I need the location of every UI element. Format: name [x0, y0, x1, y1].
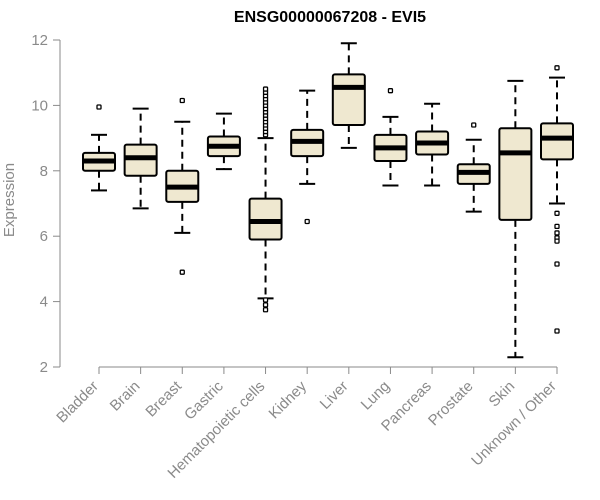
box-kidney — [290, 89, 325, 225]
outlier-point — [304, 218, 310, 225]
outlier-point — [554, 328, 560, 334]
x-tick-label: Bladder — [53, 378, 102, 427]
x-tick-label: Breast — [142, 377, 185, 420]
outlier-point — [554, 210, 560, 216]
y-axis-label: Expression — [1, 163, 18, 237]
x-tick-label: Skin — [486, 378, 519, 411]
y-tick-label: 8 — [40, 163, 48, 180]
outlier-point — [387, 88, 394, 94]
box-bladder — [82, 104, 116, 192]
outlier-point — [179, 269, 185, 275]
y-tick-label: 12 — [31, 32, 48, 49]
box-hematopoietic-cells — [248, 86, 283, 313]
outlier-point — [554, 261, 560, 267]
x-tick-label: Liver — [317, 378, 352, 413]
box-unknown-other — [540, 65, 574, 334]
box-brain — [123, 107, 158, 210]
outlier-point — [554, 65, 560, 71]
box-skin — [498, 79, 533, 359]
box-iqr — [498, 127, 533, 221]
y-axis: 2 4 6 8 10 12 — [31, 32, 61, 376]
box-iqr — [331, 73, 366, 127]
y-tick-label: 10 — [31, 97, 48, 114]
outlier-point — [262, 297, 269, 303]
outlier-point — [554, 230, 560, 236]
box-liver — [331, 42, 366, 149]
outlier-point — [471, 122, 477, 128]
outlier-point — [554, 238, 560, 244]
box-iqr — [540, 122, 574, 161]
box-pancreas — [415, 102, 450, 187]
x-tick-label: Lung — [358, 378, 394, 414]
x-tick-label: Kidney — [266, 377, 311, 422]
box-prostate — [456, 122, 491, 213]
y-tick-label: 2 — [40, 359, 48, 376]
box-gastric — [206, 112, 241, 171]
chart-title: ENSG00000067208 - EVI5 — [234, 9, 426, 26]
outlier-point — [262, 302, 269, 308]
outlier-point — [262, 86, 269, 92]
x-tick-label: Prostate — [425, 378, 477, 430]
outlier-point — [262, 307, 269, 313]
outlier-point — [179, 97, 185, 104]
outlier-point — [96, 104, 102, 110]
y-tick-label: 4 — [40, 294, 48, 311]
box-lung — [373, 88, 408, 187]
outlier-point — [554, 223, 560, 230]
box-breast — [165, 97, 200, 275]
boxes-group — [82, 42, 574, 359]
y-tick-label: 6 — [40, 228, 48, 245]
x-tick-label: Brain — [107, 378, 144, 415]
